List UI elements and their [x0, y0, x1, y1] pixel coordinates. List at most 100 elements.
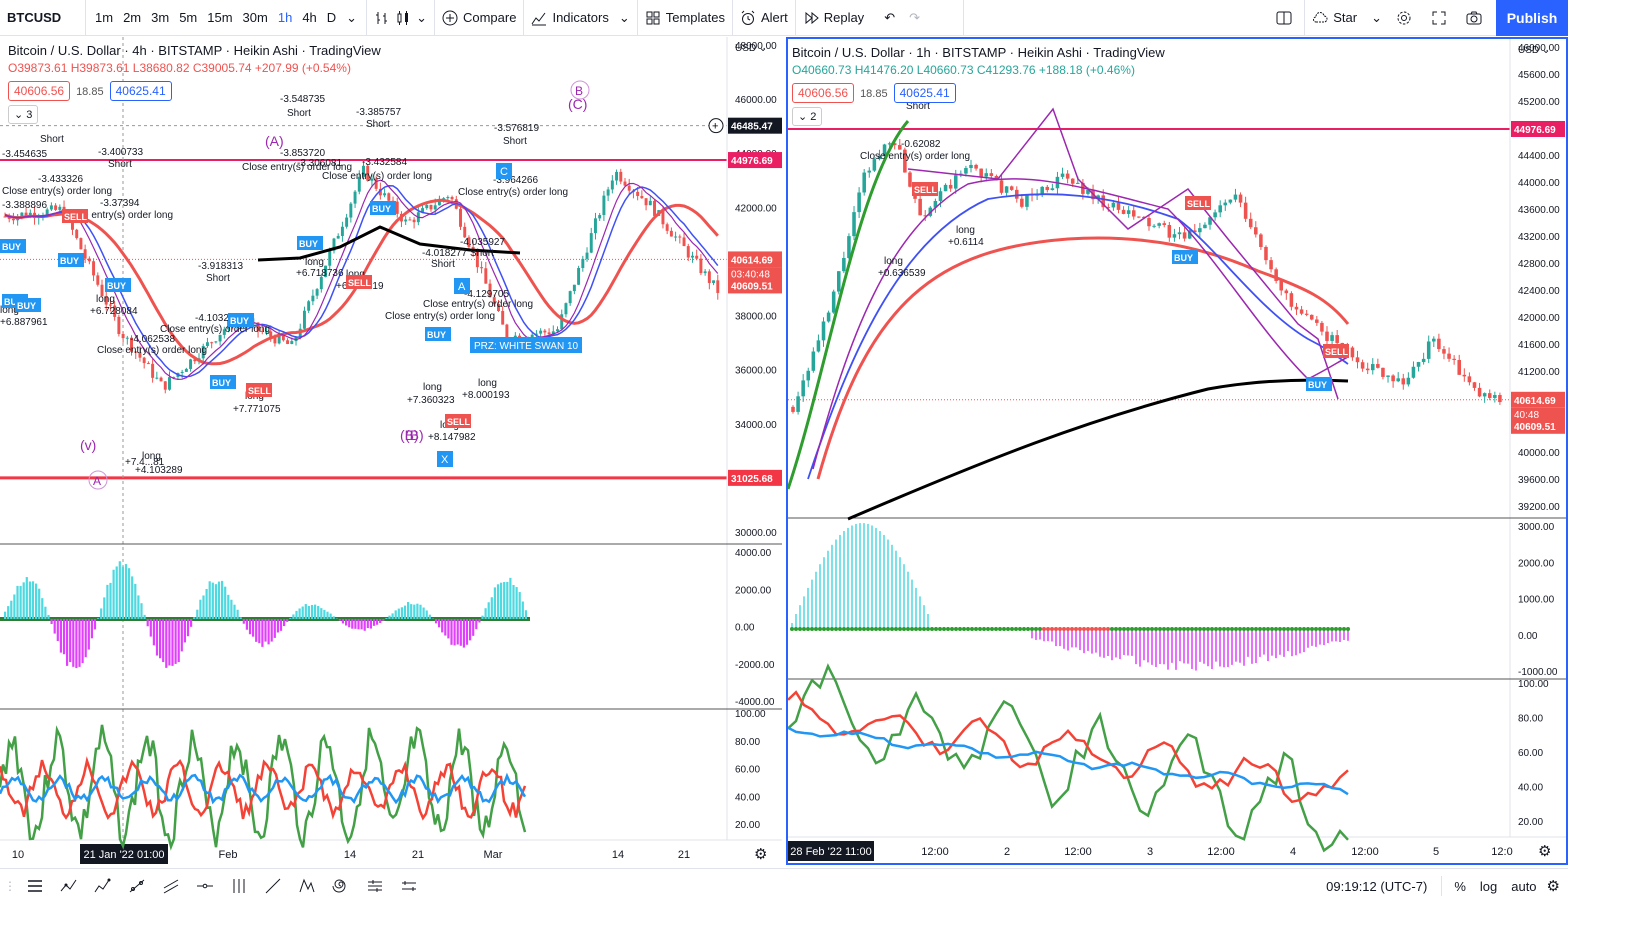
tf-4h[interactable]: 4h: [302, 10, 317, 25]
left-buy-button[interactable]: 40625.41: [109, 81, 172, 101]
candle-body: [20, 212, 24, 216]
layout-toggle-button[interactable]: [1269, 0, 1306, 36]
log-toggle[interactable]: log: [1479, 878, 1498, 894]
candle-body: [404, 219, 408, 222]
osc-dot: [1294, 627, 1298, 631]
trend-tools-icon[interactable]: [52, 869, 86, 903]
position-tool-icon[interactable]: [358, 869, 392, 903]
candle-body: [716, 280, 720, 293]
fib-tools-icon[interactable]: [86, 869, 120, 903]
tf-5m[interactable]: 5m: [179, 10, 198, 25]
osc-dot: [1162, 627, 1166, 631]
resistance-price-tag: 44976.69: [1514, 125, 1556, 136]
tf-d[interactable]: D: [326, 10, 337, 25]
right-title: Bitcoin / U.S. Dollar · 1h · BITSTAMP · …: [792, 45, 1165, 60]
vertical-lines-icon[interactable]: [222, 869, 256, 903]
right-sell-button[interactable]: 40606.56: [792, 83, 855, 103]
osc-dot: [890, 627, 894, 631]
settings-button[interactable]: [1389, 0, 1424, 36]
candles-style-icon[interactable]: [395, 10, 411, 26]
osc-dot: [1002, 627, 1006, 631]
settings-gear-icon[interactable]: ⚙: [1546, 878, 1560, 895]
strategy-annotation: Close entry(s) order long: [385, 311, 495, 322]
rsi-green-line: [788, 663, 1349, 853]
osc-dot: [1210, 627, 1214, 631]
parallel-channel-icon[interactable]: [154, 869, 188, 903]
signal-buy: BUY: [60, 256, 79, 266]
line-tool-icon[interactable]: [256, 869, 290, 903]
osc-dot: [990, 627, 994, 631]
tf-15m[interactable]: 15m: [207, 10, 233, 25]
tf-1h[interactable]: 1h: [277, 10, 293, 25]
spiral-tool-icon[interactable]: [324, 869, 358, 903]
osc-dot: [934, 627, 938, 631]
right-collapse-legend[interactable]: ⌄ 2: [792, 107, 823, 126]
timeframe-dropdown-icon[interactable]: ⌄: [346, 9, 358, 25]
tf-3m[interactable]: 3m: [151, 10, 170, 25]
indicators-button[interactable]: Indicators ⌄: [524, 0, 638, 36]
ray-tool-icon[interactable]: [120, 869, 154, 903]
candle-body: [867, 170, 872, 173]
snapshot-button[interactable]: [1459, 0, 1494, 36]
time-axis-label: 12:0: [1491, 846, 1512, 858]
price-axis-bg: [727, 37, 782, 865]
candle-body: [923, 215, 928, 217]
undo-icon[interactable]: ↶: [884, 9, 896, 25]
candle-body: [999, 180, 1004, 193]
candle-body: [661, 210, 665, 225]
strategy-annotation: Close entry(s) order long: [97, 345, 207, 356]
right-buy-button[interactable]: 40625.41: [893, 83, 956, 103]
publish-button[interactable]: Publish: [1496, 0, 1568, 36]
drag-handle-icon[interactable]: ⋮: [4, 879, 16, 893]
tf-30m[interactable]: 30m: [242, 10, 268, 25]
bars-style-icon[interactable]: [374, 10, 390, 26]
wave-circle-a: [88, 470, 108, 490]
symbol-search[interactable]: BTCUSD: [0, 0, 86, 36]
support-price-tag-bg: [728, 469, 782, 486]
left-chart-pane[interactable]: Bitcoin / U.S. Dollar · 4h · BITSTAMP · …: [0, 37, 782, 865]
rsi-red-line: [788, 690, 1349, 804]
forecast-tool-icon[interactable]: [392, 869, 426, 903]
left-collapse-legend[interactable]: ⌄ 3: [8, 105, 39, 124]
redo-icon[interactable]: ↷: [909, 9, 920, 25]
layout-name-button[interactable]: Star ⌄: [1305, 0, 1389, 36]
tf-1m[interactable]: 1m: [95, 10, 114, 25]
fullscreen-button[interactable]: [1424, 0, 1459, 36]
candle-body: [877, 155, 882, 160]
left-chart-canvas[interactable]: 48000.0046000.0044000.0042000.0040000.00…: [0, 37, 782, 865]
osc-dot: [802, 627, 806, 631]
candle-body: [163, 381, 167, 390]
candle-body: [480, 267, 484, 269]
price-axis-label: 36000.00: [735, 366, 777, 377]
templates-button[interactable]: Templates: [638, 0, 733, 36]
pattern-point-x: X: [441, 454, 449, 466]
osc-dot: [1246, 627, 1250, 631]
osc-dot: [798, 627, 802, 631]
right-chart-canvas[interactable]: 46000.0045600.0045200.0044800.0044400.00…: [788, 39, 1566, 863]
osc-dot: [1086, 627, 1090, 631]
auto-toggle[interactable]: auto: [1511, 878, 1537, 894]
compare-button[interactable]: Compare: [435, 0, 525, 36]
right-chart-pane[interactable]: Bitcoin / U.S. Dollar · 1h · BITSTAMP · …: [786, 37, 1568, 865]
candle-body: [184, 368, 188, 372]
style-dropdown-icon[interactable]: ⌄: [416, 9, 427, 25]
wave-label: (A): [265, 133, 284, 149]
osc-dot: [1054, 627, 1058, 631]
tf-2m[interactable]: 2m: [123, 10, 142, 25]
signal-buy: BUY: [17, 301, 36, 311]
percent-toggle[interactable]: %: [1454, 878, 1466, 894]
replay-button[interactable]: Replay ↶ ↷: [796, 0, 964, 36]
indicators-dropdown-icon[interactable]: ⌄: [618, 9, 630, 25]
layout-dropdown-icon[interactable]: ⌄: [1371, 9, 1382, 25]
osc-dot: [1062, 627, 1066, 631]
strategy-annotation: long: [423, 382, 442, 393]
candle-body: [324, 265, 328, 277]
pattern-tool-icon[interactable]: [290, 869, 324, 903]
left-sell-button[interactable]: 40606.56: [8, 81, 71, 101]
cursor-tool-icon[interactable]: [18, 869, 52, 903]
signal-sell-bg: [445, 414, 471, 428]
candle-body: [615, 171, 619, 181]
alert-button[interactable]: Alert: [733, 0, 796, 36]
candle-body: [1182, 232, 1187, 239]
horizontal-line-icon[interactable]: [188, 869, 222, 903]
